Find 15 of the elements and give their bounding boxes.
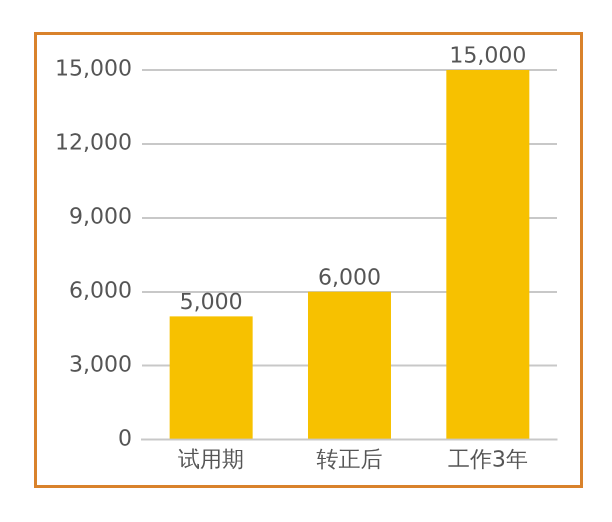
x-tick-label: 试用期 xyxy=(178,448,244,473)
y-tick-label: 3,000 xyxy=(68,352,132,378)
y-tick-label: 0 xyxy=(118,426,132,452)
y-tick-label: 9,000 xyxy=(68,204,132,230)
data-label: 5,000 xyxy=(180,290,243,316)
y-tick-label: 15,000 xyxy=(54,56,132,82)
data-label: 15,000 xyxy=(449,44,526,69)
bar xyxy=(446,70,530,439)
x-tick-label: 转正后 xyxy=(316,448,382,473)
y-tick-label: 6,000 xyxy=(68,278,132,304)
bar xyxy=(308,292,391,439)
bar xyxy=(170,316,253,439)
data-label: 6,000 xyxy=(318,265,381,290)
y-tick-label: 12,000 xyxy=(54,130,132,156)
x-tick-label: 工作3年 xyxy=(448,448,528,473)
